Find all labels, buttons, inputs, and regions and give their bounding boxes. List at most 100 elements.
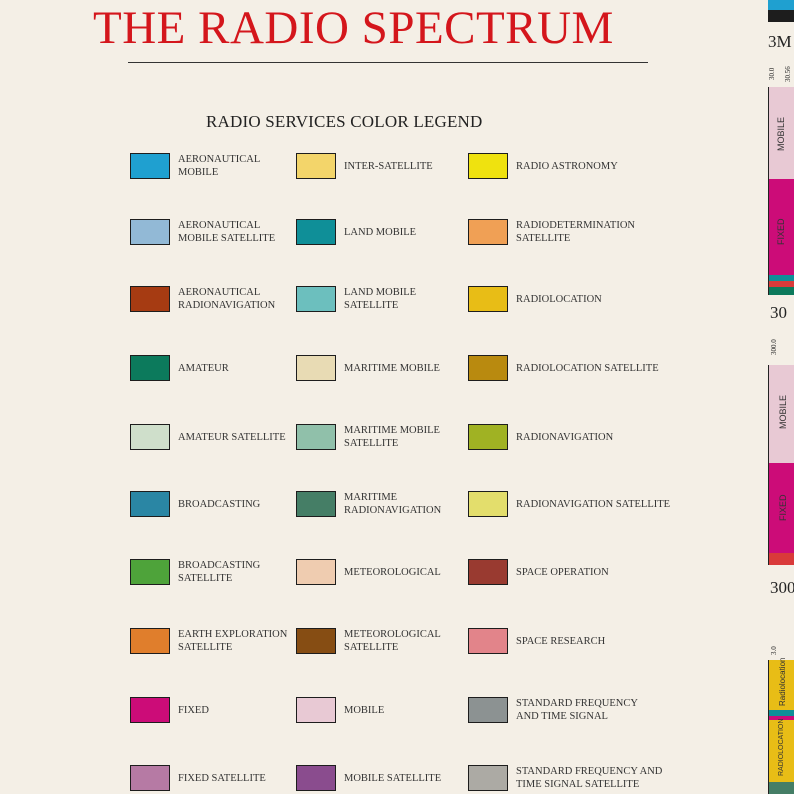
spectrum-band-top (768, 0, 794, 22)
legend-label: MARITIME MOBILE SATELLITE (344, 425, 440, 449)
legend-item: SPACE OPERATION (468, 559, 609, 585)
legend-swatch (130, 355, 170, 381)
legend-swatch (468, 697, 508, 723)
legend-item: STANDARD FREQUENCY AND TIME SIGNAL (468, 697, 638, 723)
legend-item: MOBILE (296, 697, 384, 723)
legend-label: STANDARD FREQUENCY AND TIME SIGNAL (516, 698, 638, 722)
legend-item: METEOROLOGICAL (296, 559, 441, 585)
legend-label: LAND MOBILE (344, 226, 417, 238)
legend-label: RADIODETERMINATION SATELLITE (516, 220, 635, 244)
band-segment (768, 0, 794, 10)
band-start-label: 30.56 (784, 66, 792, 82)
band-start-label: 300.0 (770, 339, 778, 355)
legend-item: RADIONAVIGATION SATELLITE (468, 491, 670, 517)
band-segment-fixed (769, 179, 794, 275)
legend-item: RADIOLOCATION (468, 286, 602, 312)
band-segment (768, 10, 794, 22)
frequency-label: 300 (770, 578, 794, 597)
legend-label: AMATEUR (178, 362, 229, 374)
legend-swatch (130, 559, 170, 585)
band-segment-radiolocation (769, 660, 794, 710)
title-rule (128, 62, 648, 63)
legend-label: AERONAUTICAL MOBILE SATELLITE (178, 220, 276, 244)
band-segment-fixed (769, 463, 794, 553)
legend-item: RADIONAVIGATION (468, 424, 613, 450)
legend-label: RADIOLOCATION SATELLITE (516, 362, 659, 374)
legend-label: RADIO ASTRONOMY (516, 160, 618, 172)
band-segment (769, 716, 794, 720)
legend-swatch (296, 153, 336, 179)
legend-swatch (296, 219, 336, 245)
band-service-label: RADIOLOCATION (778, 718, 785, 776)
legend-label: FIXED (178, 704, 209, 716)
legend-item: RADIO ASTRONOMY (468, 153, 618, 179)
legend-item: RADIOLOCATION SATELLITE (468, 355, 659, 381)
legend-swatch (468, 559, 508, 585)
legend-swatch (296, 355, 336, 381)
band-segment (769, 281, 794, 287)
legend-item: INTER-SATELLITE (296, 153, 433, 179)
band-segment-radiolocation (769, 720, 794, 782)
legend-swatch (130, 153, 170, 179)
legend-label: SPACE OPERATION (516, 566, 609, 578)
spectrum-band-3: Radiolocation RADIOLOCATION (768, 658, 794, 794)
legend-swatch (130, 491, 170, 517)
legend-label: METEOROLOGICAL SATELLITE (344, 629, 441, 653)
legend-swatch (296, 765, 336, 791)
legend-label: MARITIME RADIONAVIGATION (344, 492, 442, 516)
band-service-label: FIXED (776, 218, 786, 245)
legend-item: SPACE RESEARCH (468, 628, 605, 654)
legend-item: MARITIME RADIONAVIGATION (296, 491, 441, 517)
page-title: THE RADIO SPECTRUM (93, 2, 614, 54)
legend-item: AMATEUR (130, 355, 229, 381)
legend-label: LAND MOBILE SATELLITE (344, 287, 417, 311)
legend-item: STANDARD FREQUENCY AND TIME SIGNAL SATEL… (468, 765, 662, 791)
legend-item: MARITIME MOBILE (296, 355, 440, 381)
legend-swatch (296, 559, 336, 585)
band-segment (769, 287, 794, 295)
legend-item: AERONAUTICAL MOBILE SATELLITE (130, 219, 275, 245)
band-segment-mobile (769, 365, 794, 463)
legend-label: MARITIME MOBILE (344, 362, 440, 374)
legend-swatch (468, 355, 508, 381)
legend-item: BROADCASTING SATELLITE (130, 559, 260, 585)
legend-label: BROADCASTING SATELLITE (178, 560, 261, 584)
band-segment (769, 782, 794, 794)
legend-item: MARITIME MOBILE SATELLITE (296, 424, 440, 450)
legend-swatch (468, 286, 508, 312)
legend-swatch (296, 286, 336, 312)
legend-swatch (130, 219, 170, 245)
spectrum-band-2: MOBILE FIXED (768, 365, 794, 565)
legend-item: AERONAUTICAL MOBILE (130, 153, 260, 179)
band-segment (769, 553, 794, 565)
legend-swatch (468, 765, 508, 791)
legend-item: FIXED SATELLITE (130, 765, 266, 791)
legend-label: EARTH EXPLORATION SATELLITE (178, 629, 288, 653)
legend-item: RADIODETERMINATION SATELLITE (468, 219, 635, 245)
legend-swatch (130, 765, 170, 791)
legend-item: AMATEUR SATELLITE (130, 424, 286, 450)
legend-label: RADIOLOCATION (516, 293, 602, 305)
legend-item: MOBILE SATELLITE (296, 765, 441, 791)
band-segment-mobile (769, 87, 794, 179)
band-start-label: 30.0 (768, 67, 776, 80)
legend-swatch (468, 491, 508, 517)
legend-swatch (130, 697, 170, 723)
legend-swatch (296, 628, 336, 654)
frequency-label: 30 (770, 303, 787, 322)
legend-item: AERONAUTICAL RADIONAVIGATION (130, 286, 275, 312)
legend-label: AERONAUTICAL MOBILE (178, 154, 261, 178)
legend-item: LAND MOBILE SATELLITE (296, 286, 416, 312)
legend-label: INTER-SATELLITE (344, 160, 433, 172)
legend-swatch (130, 424, 170, 450)
legend-title: RADIO SERVICES COLOR LEGEND (206, 112, 483, 131)
legend-label: BROADCASTING (178, 498, 261, 510)
frequency-label: 3M (768, 32, 792, 51)
legend-label: AERONAUTICAL RADIONAVIGATION (178, 287, 276, 311)
legend-item: BROADCASTING (130, 491, 260, 517)
band-segment (769, 275, 794, 281)
legend-swatch (468, 153, 508, 179)
legend-item: METEOROLOGICAL SATELLITE (296, 628, 441, 654)
legend-label: MOBILE (344, 704, 385, 716)
legend-label: SPACE RESEARCH (516, 635, 606, 647)
